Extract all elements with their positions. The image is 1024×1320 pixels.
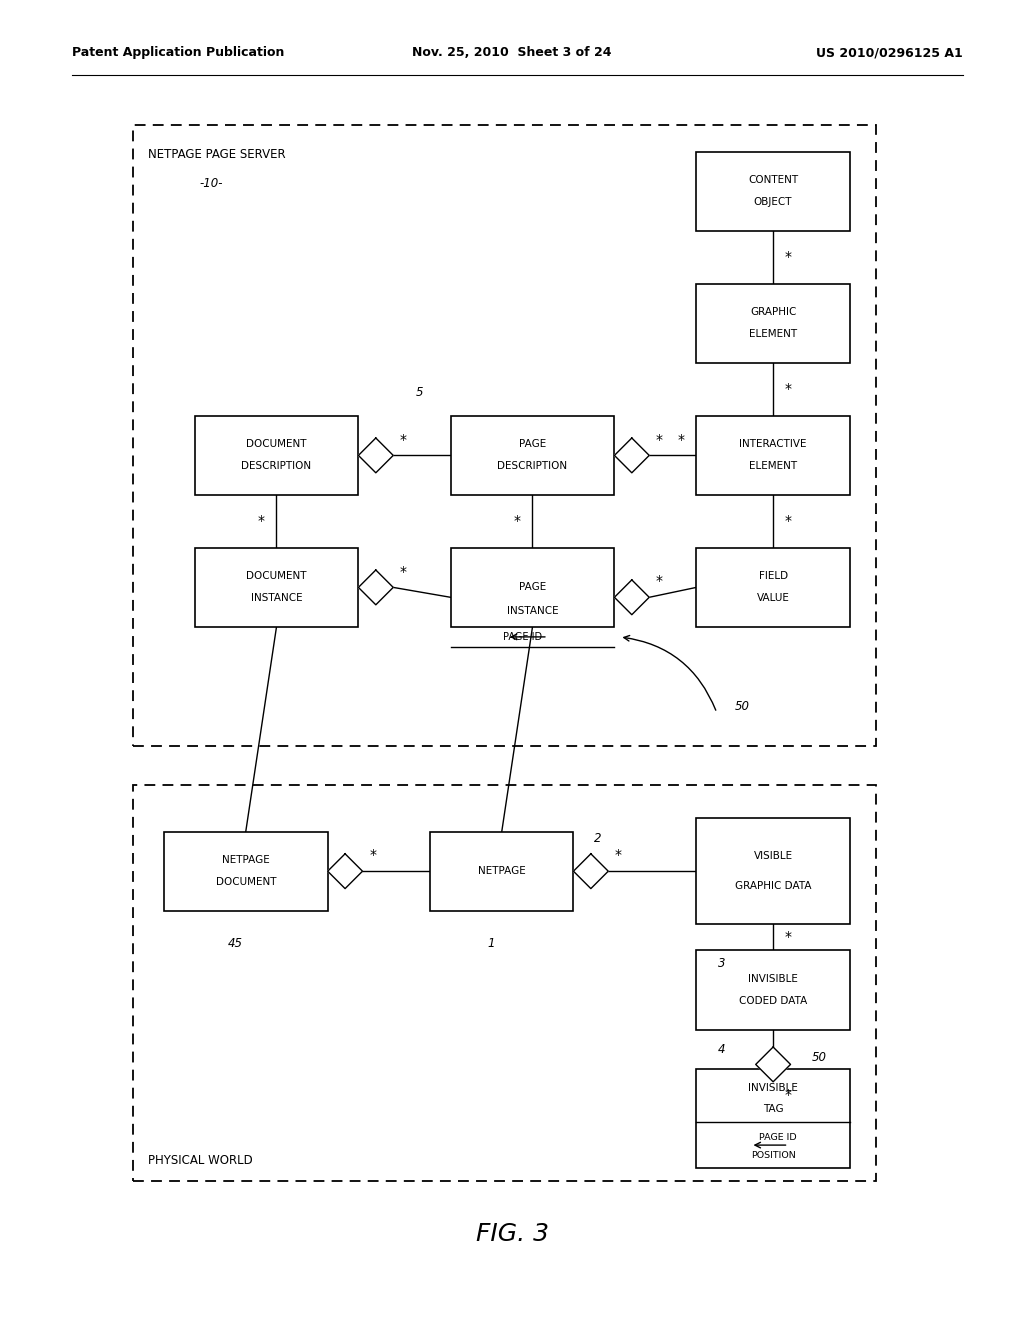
Text: *: * xyxy=(370,849,376,862)
Bar xyxy=(696,548,850,627)
Text: *: * xyxy=(785,251,792,264)
Text: DOCUMENT: DOCUMENT xyxy=(246,572,307,581)
Text: *: * xyxy=(656,574,663,589)
Text: 4: 4 xyxy=(718,1043,726,1056)
Text: PAGE ID: PAGE ID xyxy=(503,632,542,642)
Text: *: * xyxy=(785,383,792,396)
Text: *: * xyxy=(258,515,264,528)
Text: *: * xyxy=(785,515,792,528)
Bar xyxy=(195,548,358,627)
Text: INTERACTIVE: INTERACTIVE xyxy=(739,440,807,449)
Text: GRAPHIC DATA: GRAPHIC DATA xyxy=(735,880,811,891)
Text: ELEMENT: ELEMENT xyxy=(750,462,797,471)
Polygon shape xyxy=(358,438,393,473)
Text: INSTANCE: INSTANCE xyxy=(251,594,302,603)
Bar xyxy=(696,284,850,363)
Text: PHYSICAL WORLD: PHYSICAL WORLD xyxy=(148,1154,253,1167)
Text: *: * xyxy=(785,1088,792,1102)
Text: 50: 50 xyxy=(735,700,750,713)
Text: ELEMENT: ELEMENT xyxy=(750,330,797,339)
Text: Nov. 25, 2010  Sheet 3 of 24: Nov. 25, 2010 Sheet 3 of 24 xyxy=(413,46,611,59)
Text: 45: 45 xyxy=(228,937,243,950)
Text: INVISIBLE: INVISIBLE xyxy=(749,1082,798,1093)
Text: NETPAGE: NETPAGE xyxy=(478,866,525,876)
Polygon shape xyxy=(614,438,649,473)
Bar xyxy=(696,416,850,495)
Text: PAGE: PAGE xyxy=(519,582,546,591)
Text: *: * xyxy=(785,931,792,944)
Text: NETPAGE: NETPAGE xyxy=(222,855,269,865)
Bar xyxy=(133,125,876,746)
Text: FIELD: FIELD xyxy=(759,572,787,581)
Text: 2: 2 xyxy=(594,832,602,845)
Text: *: * xyxy=(400,433,407,446)
Bar xyxy=(696,950,850,1030)
Bar xyxy=(164,832,328,911)
Bar xyxy=(696,152,850,231)
Bar xyxy=(430,832,573,911)
Polygon shape xyxy=(573,854,608,888)
Text: CONTENT: CONTENT xyxy=(749,176,798,185)
Text: VALUE: VALUE xyxy=(757,594,790,603)
Polygon shape xyxy=(328,854,362,888)
Text: PAGE ID: PAGE ID xyxy=(760,1133,797,1142)
Bar xyxy=(696,1069,850,1168)
Bar xyxy=(451,548,614,627)
Text: 50: 50 xyxy=(812,1051,826,1064)
Text: -10-: -10- xyxy=(200,177,223,190)
Text: 5: 5 xyxy=(416,385,424,399)
Text: GRAPHIC: GRAPHIC xyxy=(750,308,797,317)
Text: DESCRIPTION: DESCRIPTION xyxy=(242,462,311,471)
Text: OBJECT: OBJECT xyxy=(754,198,793,207)
Text: PAGE: PAGE xyxy=(519,440,546,449)
Polygon shape xyxy=(756,1047,791,1082)
Text: *: * xyxy=(678,433,684,446)
Text: FIG. 3: FIG. 3 xyxy=(475,1222,549,1246)
Text: *: * xyxy=(656,433,663,446)
Text: INVISIBLE: INVISIBLE xyxy=(749,974,798,983)
Text: DOCUMENT: DOCUMENT xyxy=(215,878,276,887)
Bar xyxy=(696,818,850,924)
Text: Patent Application Publication: Patent Application Publication xyxy=(72,46,284,59)
Text: NETPAGE PAGE SERVER: NETPAGE PAGE SERVER xyxy=(148,148,286,161)
Text: TAG: TAG xyxy=(763,1104,783,1114)
Polygon shape xyxy=(358,570,393,605)
Text: DESCRIPTION: DESCRIPTION xyxy=(498,462,567,471)
Text: VISIBLE: VISIBLE xyxy=(754,851,793,862)
Text: INSTANCE: INSTANCE xyxy=(507,606,558,615)
Bar xyxy=(195,416,358,495)
Text: 3: 3 xyxy=(718,957,726,970)
Text: POSITION: POSITION xyxy=(751,1151,796,1160)
Text: 1: 1 xyxy=(487,937,496,950)
Text: *: * xyxy=(615,849,622,862)
Text: US 2010/0296125 A1: US 2010/0296125 A1 xyxy=(816,46,963,59)
Text: CODED DATA: CODED DATA xyxy=(739,997,807,1006)
Bar xyxy=(451,416,614,495)
Polygon shape xyxy=(614,579,649,615)
Bar xyxy=(133,785,876,1181)
Text: *: * xyxy=(514,515,520,528)
Text: *: * xyxy=(400,565,407,578)
Text: DOCUMENT: DOCUMENT xyxy=(246,440,307,449)
